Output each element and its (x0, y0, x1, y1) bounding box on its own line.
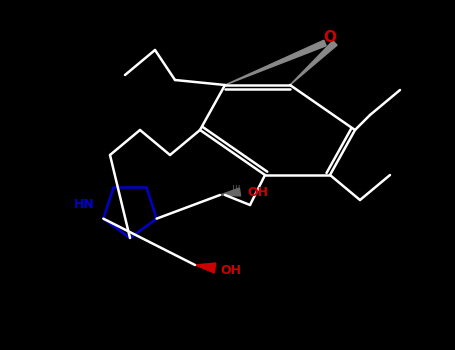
Text: OH: OH (221, 264, 242, 276)
Polygon shape (225, 40, 326, 85)
Text: HN: HN (74, 198, 95, 211)
Text: OH: OH (248, 186, 268, 198)
Text: |||: ||| (232, 186, 240, 195)
Polygon shape (290, 41, 337, 85)
Polygon shape (195, 263, 216, 273)
Text: O: O (324, 30, 337, 46)
Polygon shape (220, 188, 241, 196)
